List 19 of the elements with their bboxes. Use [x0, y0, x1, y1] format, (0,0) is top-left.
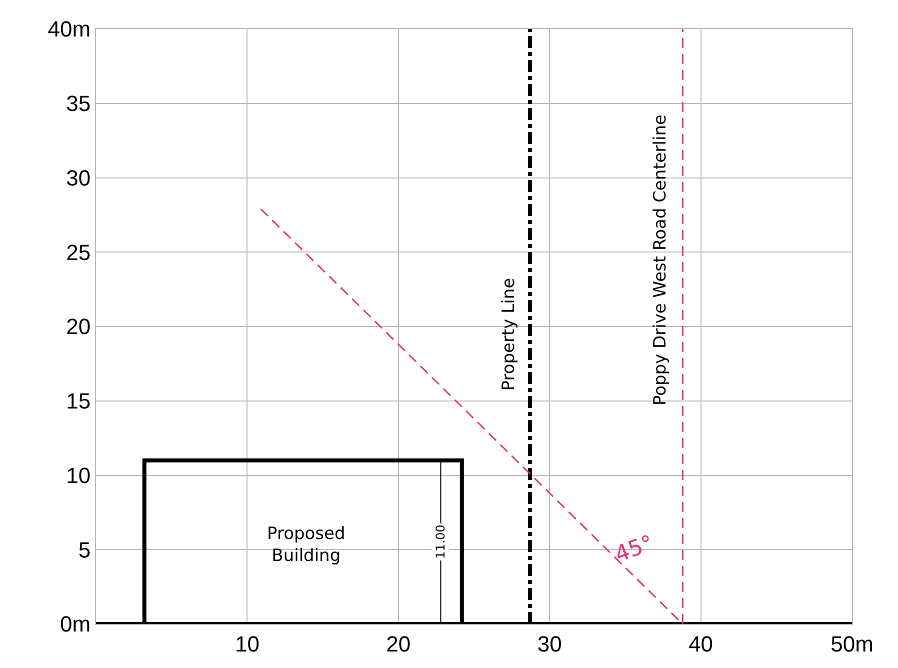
y-tick-label: 35 — [66, 91, 91, 116]
annotation: Poppy Drive West Road Centerline — [650, 114, 670, 406]
x-tick-label: 10 — [234, 631, 260, 656]
y-tick-label: 40m — [48, 16, 91, 42]
y-tick-label: 25 — [66, 240, 91, 265]
annotation: Proposed Building — [267, 524, 346, 566]
y-tick-label: 0m — [60, 612, 91, 637]
y-tick-label: 10 — [66, 462, 91, 488]
annotation: Property Line — [498, 278, 519, 391]
y-tick-label: 30 — [66, 165, 91, 190]
y-tick-label: 5 — [78, 537, 91, 562]
x-tick-label: 20 — [386, 631, 411, 656]
x-tick-label: 50m — [830, 631, 874, 656]
annotation: 11.00 — [434, 524, 448, 559]
x-tick-label: 40 — [688, 631, 714, 656]
y-tick-label: 20 — [66, 314, 91, 340]
x-tick-label: 30 — [537, 631, 562, 656]
y-tick-label: 15 — [66, 388, 91, 414]
annotation: 45° — [612, 531, 658, 568]
